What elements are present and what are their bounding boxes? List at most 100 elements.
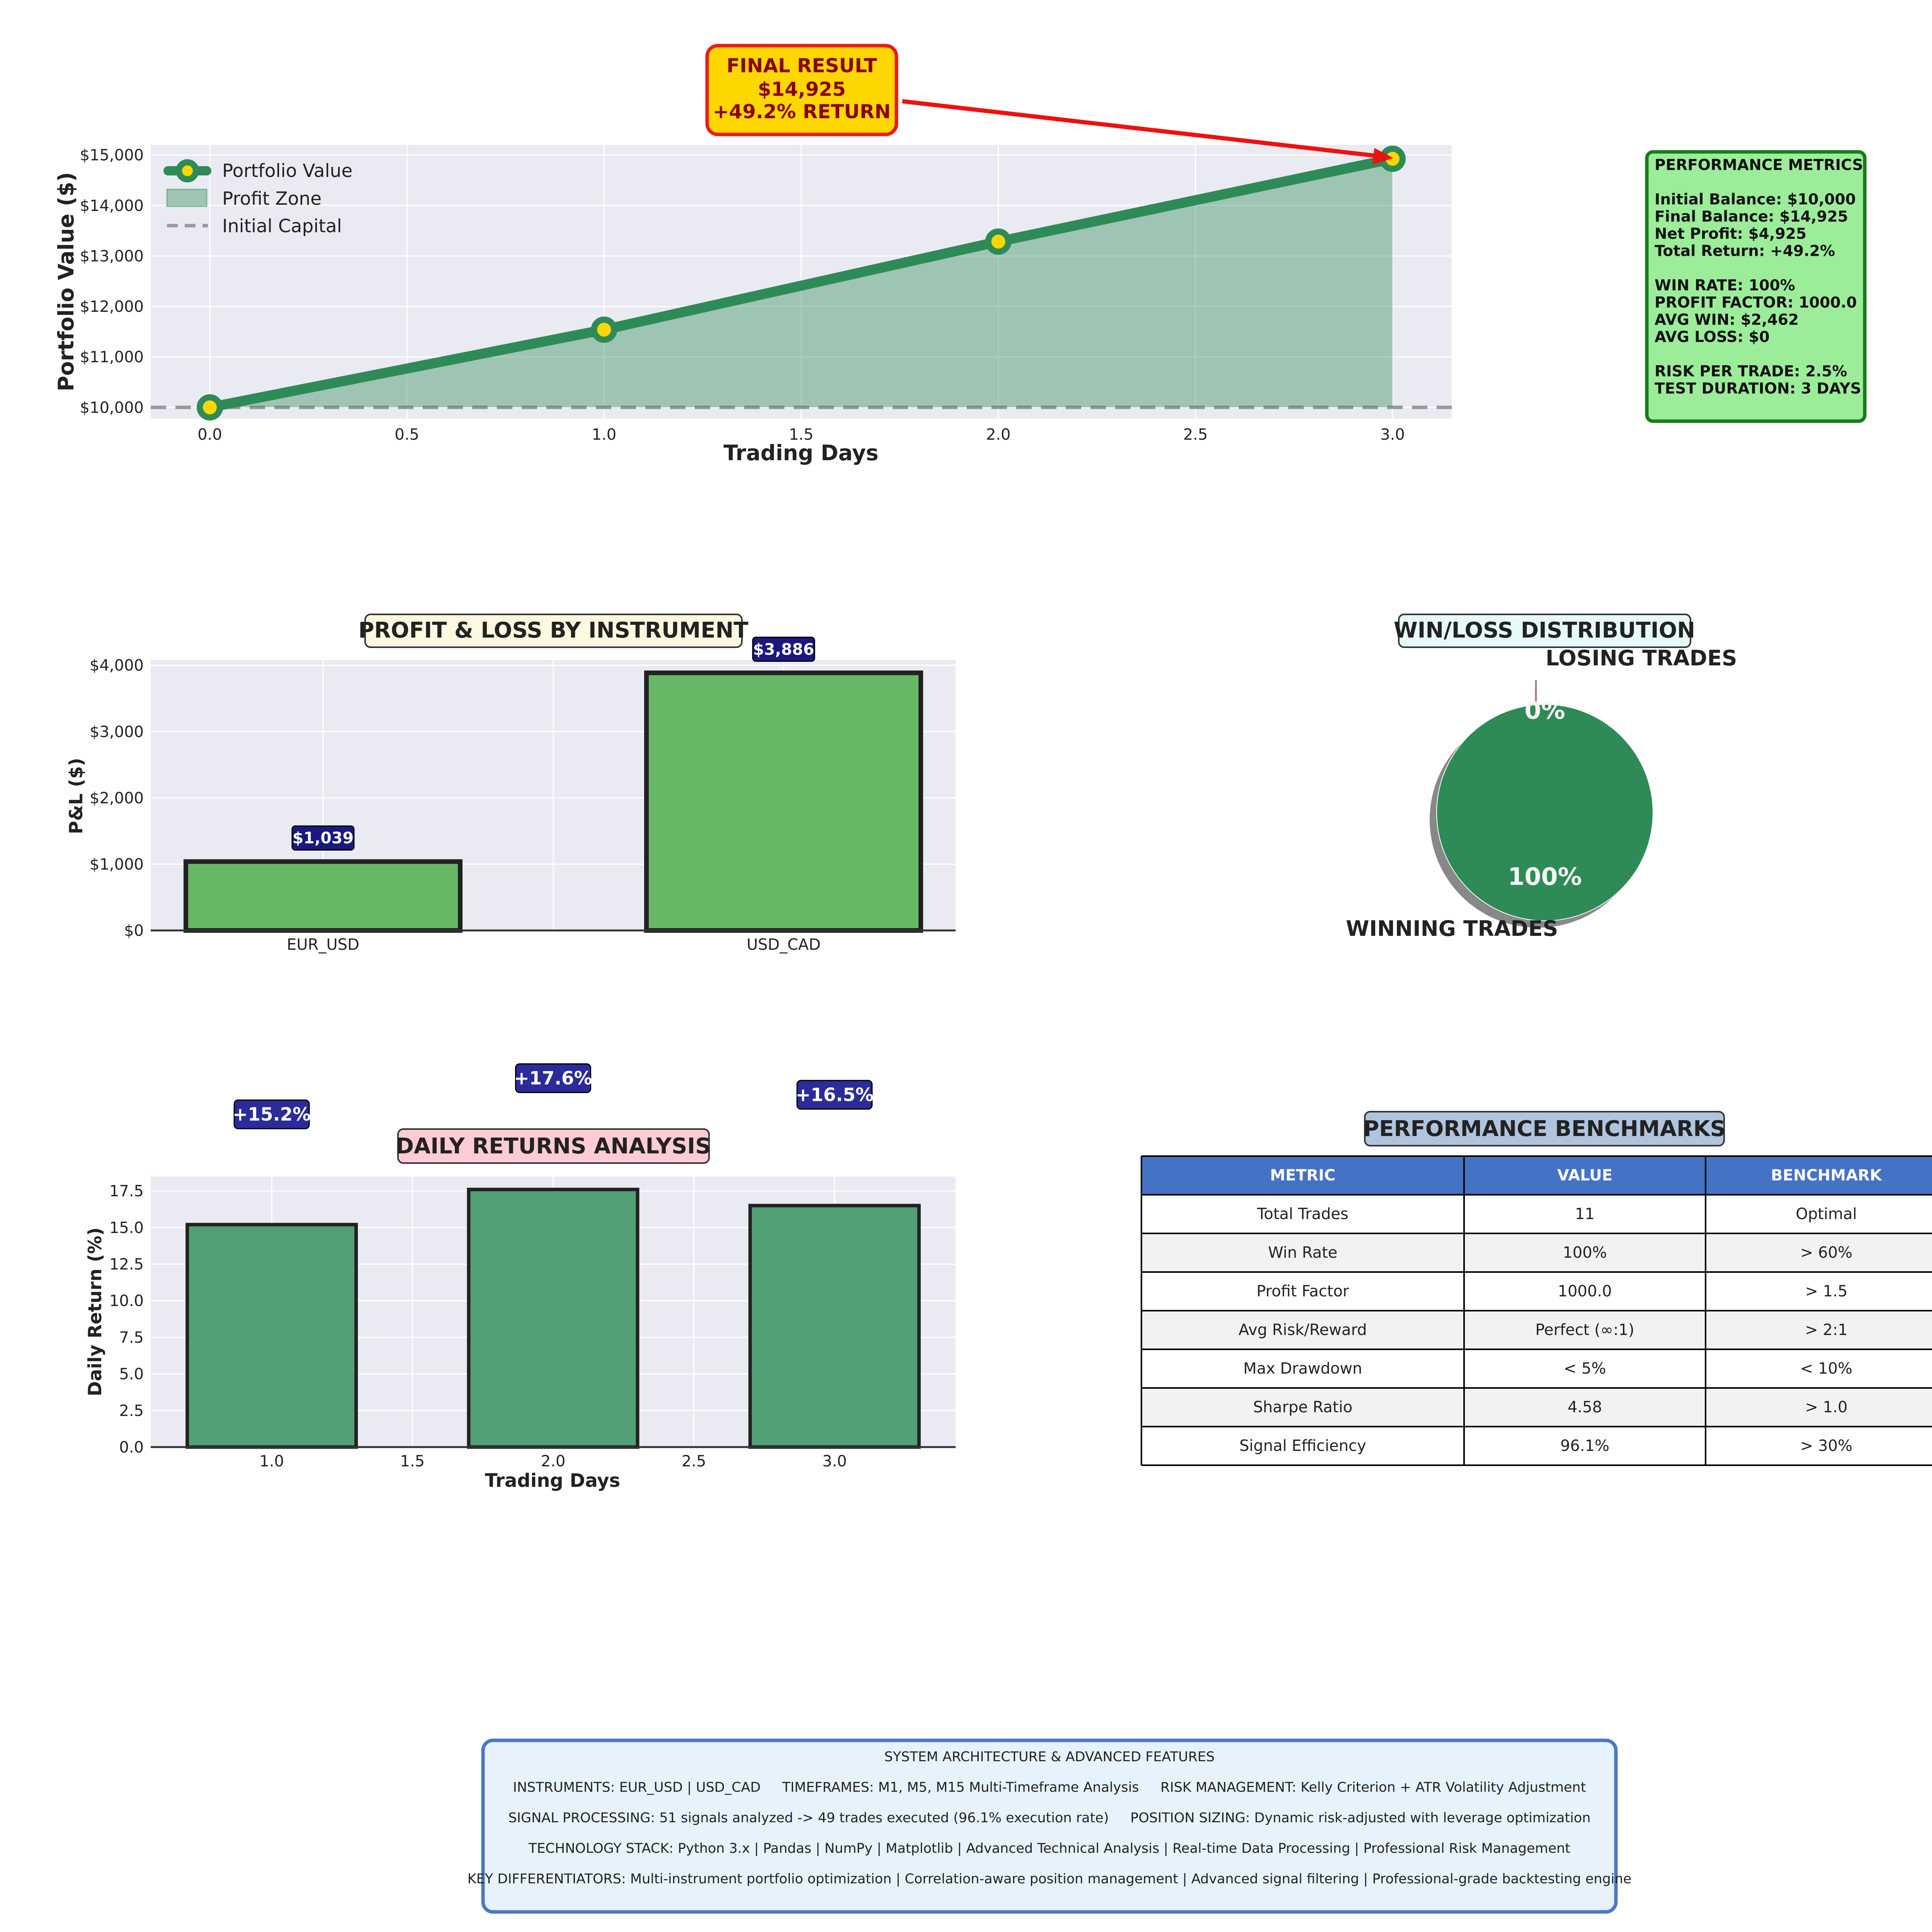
pl-y-axis-label: P&L ($) <box>66 758 87 834</box>
daily-y-tick: 12.5 <box>109 1256 144 1274</box>
bench-row <box>1141 1233 1932 1272</box>
daily-value-label-box <box>233 1099 310 1129</box>
legend-profit-label: Profit Zone <box>222 188 321 209</box>
legend-portfolio-marker <box>176 159 199 182</box>
final-result-return: +49.2% RETURN <box>713 100 891 123</box>
portfolio-x-tick: 1.5 <box>789 426 814 444</box>
bench-row <box>1141 1349 1932 1388</box>
final-result-title: FINAL RESULT <box>726 54 877 77</box>
pl-value-label: $3,886 <box>753 640 814 658</box>
bench-cell: Avg Risk/Reward <box>1238 1321 1367 1339</box>
portfolio-value-chart: 0.0 0.5 1.0 1.5 2.0 2.5 3.0 $10,000 $11,000 $12,… <box>54 44 1452 465</box>
win-loss-pie-chart: WIN/LOSS DISTRIBUTION LOSING TRADES WINN… <box>1346 614 1737 941</box>
footer-line-signals: SIGNAL PROCESSING: 51 signals analyzed -… <box>508 1810 1590 1826</box>
winning-pct-label: 100% <box>1508 862 1582 891</box>
metrics-line: PROFIT FACTOR: 1000.0 <box>1655 294 1857 311</box>
bench-cell: 4.58 <box>1568 1398 1602 1416</box>
final-result-box <box>705 44 898 136</box>
daily-y-tick: 10.0 <box>109 1292 144 1310</box>
pl-chart-title: PROFIT & LOSS BY INSTRUMENT <box>358 618 748 643</box>
pl-category-label: USD_CAD <box>747 936 821 954</box>
pie-slice-winning <box>1436 704 1653 921</box>
final-result-arrow <box>902 99 1386 159</box>
portfolio-x-tick: 0.5 <box>395 426 419 444</box>
pl-y-tick: $2,000 <box>90 789 144 807</box>
pl-value-label-box <box>291 825 355 851</box>
legend-profit-swatch <box>166 189 207 207</box>
metrics-title: PERFORMANCE METRICS <box>1655 156 1863 174</box>
daily-value-label-box <box>515 1063 591 1093</box>
winning-trades-label: WINNING TRADES <box>1346 916 1558 941</box>
bench-cell: > 60% <box>1800 1244 1852 1262</box>
bench-row <box>1141 1195 1932 1233</box>
bench-cell: < 10% <box>1800 1360 1852 1378</box>
bench-cell: 11 <box>1575 1205 1595 1223</box>
portfolio-x-tick: 2.0 <box>986 426 1011 444</box>
final-result-arrowhead <box>1372 148 1393 165</box>
metrics-line: Net Profit: $4,925 <box>1655 225 1806 243</box>
pl-y-tick: $0 <box>124 922 144 940</box>
daily-x-axis-label: Trading Days <box>485 1470 620 1492</box>
metrics-line: Total Return: +49.2% <box>1655 243 1835 260</box>
legend-capital-label: Initial Capital <box>222 216 342 237</box>
bench-cell: Signal Efficiency <box>1239 1437 1366 1455</box>
pl-value-label-box <box>752 636 815 662</box>
metrics-line: AVG WIN: $2,462 <box>1655 311 1799 329</box>
pl-bar <box>184 859 463 933</box>
portfolio-y-axis-label: Portfolio Value ($) <box>54 172 78 391</box>
bench-cell: Sharpe Ratio <box>1253 1398 1352 1416</box>
daily-returns-chart: +15.2% +17.6% +16.5% 1.0 1.5 2.0 2.5 3.0 0.0 2.… <box>85 1063 956 1492</box>
metrics-line: WIN RATE: 100% <box>1655 277 1795 294</box>
metrics-line: RISK PER TRADE: 2.5% <box>1655 363 1847 380</box>
daily-chart-title: DAILY RETURNS ANALYSIS <box>396 1134 711 1159</box>
metrics-box <box>1645 150 1867 423</box>
portfolio-value-line <box>205 153 1398 413</box>
daily-value-label: +17.6% <box>514 1068 592 1089</box>
bench-header-cell: VALUE <box>1557 1167 1612 1184</box>
bench-row <box>1141 1272 1932 1311</box>
pl-value-label: $1,039 <box>293 829 354 847</box>
portfolio-y-tick: $11,000 <box>80 349 144 366</box>
daily-bar <box>467 1187 639 1449</box>
footer-title: SYSTEM ARCHITECTURE & ADVANCED FEATURES <box>884 1749 1215 1765</box>
bench-cell: Max Drawdown <box>1243 1360 1362 1378</box>
bench-row <box>1141 1427 1932 1465</box>
portfolio-y-tick: $15,000 <box>80 146 144 164</box>
performance-metrics-panel: PERFORMANCE METRICS Initial Balance: $10,… <box>1645 150 1867 423</box>
daily-y-tick: 2.5 <box>119 1402 144 1420</box>
bench-table-title: PERFORMANCE BENCHMARKS <box>1363 1116 1726 1141</box>
bench-cell: > 1.0 <box>1805 1398 1848 1416</box>
system-architecture-panel: SYSTEM ARCHITECTURE & ADVANCED FEATURES … <box>468 1738 1632 1914</box>
daily-x-tick: 1.0 <box>259 1452 284 1470</box>
daily-x-tick: 3.0 <box>822 1452 847 1470</box>
portfolio-point <box>985 228 1012 255</box>
portfolio-x-tick: 2.5 <box>1183 426 1208 444</box>
daily-x-tick: 1.5 <box>400 1452 425 1470</box>
daily-y-tick: 15.0 <box>109 1219 144 1237</box>
pl-y-tick: $4,000 <box>90 657 144 675</box>
losing-trades-label: LOSING TRADES <box>1546 646 1737 670</box>
bench-cell: > 1.5 <box>1805 1282 1848 1300</box>
bench-row <box>1141 1388 1932 1427</box>
bench-cell: Perfect (∞:1) <box>1535 1321 1634 1339</box>
daily-y-tick: 7.5 <box>119 1329 144 1347</box>
portfolio-point <box>591 316 617 343</box>
pl-y-tick: $3,000 <box>90 723 144 741</box>
bench-cell: Profit Factor <box>1257 1282 1349 1300</box>
daily-value-label: +15.2% <box>233 1104 311 1125</box>
pl-title-box <box>364 614 743 648</box>
pl-category-label: EUR_USD <box>287 936 359 954</box>
daily-y-tick: 17.5 <box>109 1182 144 1200</box>
bench-cell: 100% <box>1563 1244 1607 1262</box>
portfolio-y-tick: $12,000 <box>80 298 144 316</box>
daily-value-label: +16.5% <box>796 1084 874 1105</box>
footer-line-differentiators: KEY DIFFERENTIATORS: Multi-instrument po… <box>468 1871 1632 1887</box>
performance-benchmarks-table: PERFORMANCE BENCHMARKS METRIC VALUE BENCHM… <box>1141 1111 1932 1466</box>
daily-title-box <box>397 1128 710 1164</box>
bench-header-cell: METRIC <box>1270 1167 1335 1184</box>
portfolio-x-tick: 1.0 <box>592 426 617 444</box>
metrics-line: Initial Balance: $10,000 <box>1655 191 1856 208</box>
final-result-value: $14,925 <box>758 78 846 100</box>
pl-bar <box>644 670 923 933</box>
